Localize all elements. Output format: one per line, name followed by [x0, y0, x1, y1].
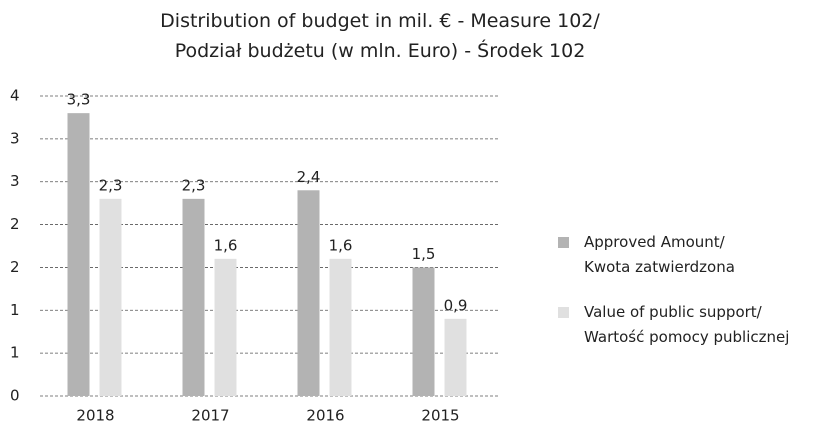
- y-tick-label: 1: [10, 344, 20, 362]
- data-label: 1,5: [412, 245, 436, 263]
- y-tick-label: 4: [10, 87, 20, 105]
- data-label: 2,4: [297, 168, 321, 186]
- bar: [444, 318, 467, 396]
- x-tick-label: 2016: [306, 407, 344, 425]
- legend-label: Approved Amount/ Kwota zatwierdzona: [584, 233, 735, 276]
- legend-swatch: [558, 237, 569, 248]
- y-tick-label: 2: [10, 258, 20, 276]
- x-tick-label: 2017: [191, 407, 229, 425]
- data-label: 1,6: [214, 236, 238, 254]
- y-tick-label: 3: [10, 129, 20, 147]
- legend-label: Value of public support/ Wartość pomocy …: [584, 303, 790, 346]
- data-label: 2,3: [99, 176, 123, 194]
- bar: [329, 258, 352, 396]
- y-tick-label: 1: [10, 301, 20, 319]
- bar: [214, 258, 237, 396]
- x-tick-label: 2018: [76, 407, 114, 425]
- legend-item: Approved Amount/ Kwota zatwierdzona: [558, 230, 735, 280]
- bar: [67, 113, 90, 397]
- bar: [297, 190, 320, 396]
- x-tick-label: 2015: [421, 407, 459, 425]
- data-label: 0,9: [444, 296, 468, 314]
- legend-item: Value of public support/ Wartość pomocy …: [558, 300, 789, 350]
- y-tick-label: 2: [10, 215, 20, 233]
- y-tick-label: 3: [10, 172, 20, 190]
- chart-title: Distribution of budget in mil. € - Measu…: [160, 10, 600, 62]
- bar: [182, 198, 205, 396]
- data-label: 2,3: [182, 176, 206, 194]
- data-label: 3,3: [67, 91, 91, 109]
- data-label: 1,6: [329, 236, 353, 254]
- legend-swatch: [558, 307, 569, 318]
- y-tick-label: 0: [10, 387, 20, 405]
- bar: [412, 267, 435, 396]
- bar: [99, 198, 122, 396]
